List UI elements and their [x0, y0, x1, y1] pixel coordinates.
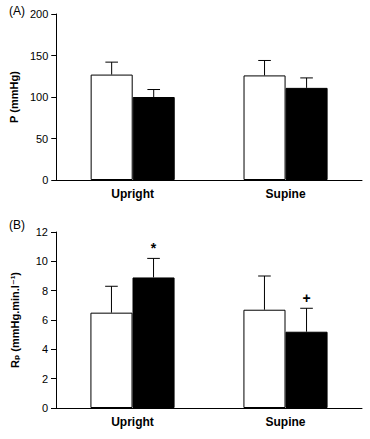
- svg-text:12: 12: [36, 226, 48, 238]
- svg-text:+: +: [302, 290, 310, 306]
- svg-text:(A): (A): [9, 4, 25, 18]
- svg-text:0: 0: [42, 174, 48, 186]
- svg-text:8: 8: [42, 285, 48, 297]
- svg-text:2: 2: [42, 373, 48, 385]
- svg-text:Supine: Supine: [266, 187, 306, 201]
- svg-text:150: 150: [30, 50, 48, 62]
- svg-text:*: *: [151, 240, 157, 256]
- svg-text:100: 100: [30, 91, 48, 103]
- svg-text:4: 4: [42, 343, 48, 355]
- svg-text:10: 10: [36, 255, 48, 267]
- svg-text:6: 6: [42, 314, 48, 326]
- svg-text:50: 50: [36, 133, 48, 145]
- svg-text:Upright: Upright: [111, 187, 154, 201]
- svg-text:200: 200: [30, 8, 48, 20]
- svg-text:Upright: Upright: [111, 415, 154, 429]
- svg-text:P (mmHg): P (mmHg): [8, 71, 20, 123]
- svg-text:Supine: Supine: [265, 415, 305, 429]
- svg-text:0: 0: [42, 402, 48, 414]
- svg-text:(B): (B): [9, 218, 25, 232]
- svg-text:Rₚ (mmHg.min.l⁻¹): Rₚ (mmHg.min.l⁻¹): [9, 272, 21, 368]
